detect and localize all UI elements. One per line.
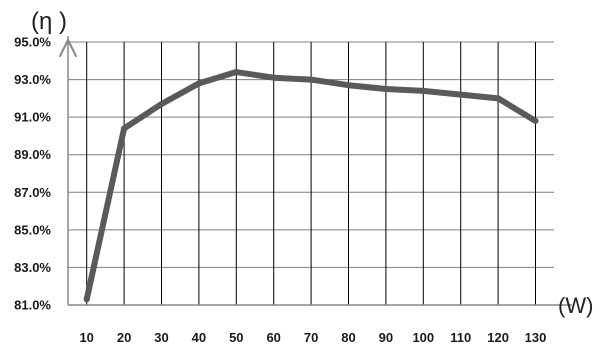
data-point <box>308 76 315 83</box>
data-point <box>233 69 240 76</box>
data-point <box>532 117 539 124</box>
data-point <box>158 100 165 107</box>
y-tick-label: 83.0% <box>14 260 51 275</box>
x-tick-label: 50 <box>229 330 243 344</box>
x-tick-label: 30 <box>154 330 168 344</box>
series-layer <box>83 69 539 303</box>
x-tick-label: 80 <box>341 330 355 344</box>
x-tick-label: 90 <box>379 330 393 344</box>
y-axis-title: (η ) <box>31 8 67 35</box>
x-tick-label: 110 <box>450 330 471 344</box>
y-tick-label: 91.0% <box>14 110 51 125</box>
x-tick-label: 120 <box>487 330 509 344</box>
y-tick-label: 93.0% <box>14 72 51 87</box>
axes <box>59 36 572 306</box>
data-point <box>270 74 277 81</box>
x-tick-label: 10 <box>79 330 93 344</box>
y-tick-label: 89.0% <box>14 147 51 162</box>
y-tick-label: 87.0% <box>14 185 51 200</box>
x-tick-label: 60 <box>266 330 280 344</box>
x-tick-label: 130 <box>525 330 547 344</box>
x-tick-labels: 10 20 30 40 50 60 70 80 90 100 110 120 130 <box>79 330 546 344</box>
data-point <box>121 125 128 132</box>
x-tick-label: 20 <box>117 330 131 344</box>
data-point <box>382 85 389 92</box>
data-point <box>195 80 202 87</box>
x-tick-label: 100 <box>412 330 434 344</box>
data-point <box>420 87 427 94</box>
data-point <box>83 296 90 303</box>
y-tick-label: 95.0% <box>14 35 51 50</box>
y-tick-label: 81.0% <box>14 298 51 313</box>
data-point <box>495 95 502 102</box>
data-point <box>457 91 464 98</box>
y-tick-label: 85.0% <box>14 222 51 237</box>
x-axis-title: (W) <box>558 293 593 318</box>
x-tick-label: 70 <box>304 330 318 344</box>
x-tick-label: 40 <box>192 330 206 344</box>
y-axis-arrow-icon <box>59 39 77 57</box>
y-tick-labels: 81.0% 83.0% 85.0% 87.0% 89.0% 91.0% 93.0% 95.0% <box>14 35 51 313</box>
data-point <box>345 82 352 89</box>
